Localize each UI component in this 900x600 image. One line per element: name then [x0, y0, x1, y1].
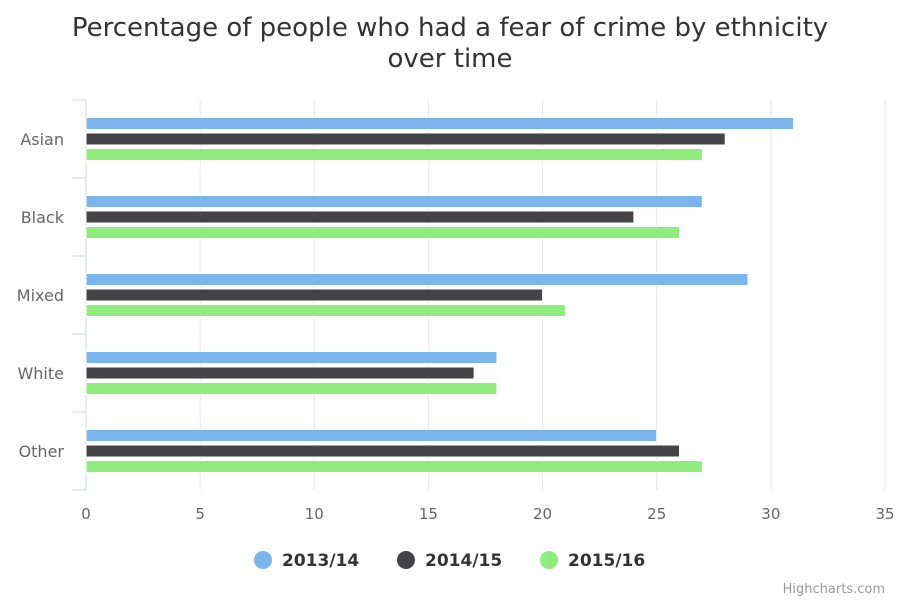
value-tick-label-0: 0 — [81, 505, 91, 523]
category-label-white: White — [17, 364, 64, 383]
bar-black-2015-16[interactable] — [85, 226, 681, 239]
bar-white-2014-15[interactable] — [85, 366, 475, 380]
legend-label: 2013/14 — [282, 551, 359, 571]
bar-asian-2013-14[interactable] — [85, 117, 795, 130]
chart-title-line-1: Percentage of people who had a fear of c… — [72, 13, 828, 43]
bars — [85, 117, 795, 473]
bar-other-2013-14[interactable] — [85, 429, 658, 442]
legend-marker-icon — [540, 551, 558, 569]
legend-item-2013-14[interactable]: 2013/14 — [254, 551, 359, 571]
bar-white-2015-16[interactable] — [85, 382, 498, 395]
chart-title: Percentage of people who had a fear of c… — [72, 13, 828, 74]
legend-label: 2015/16 — [568, 551, 645, 571]
bar-asian-2015-16[interactable] — [85, 148, 703, 161]
bar-mixed-2014-15[interactable] — [85, 288, 544, 302]
bar-mixed-2013-14[interactable] — [85, 273, 749, 286]
legend-label: 2014/15 — [425, 551, 502, 571]
bar-black-2014-15[interactable] — [85, 210, 635, 224]
bar-other-2014-15[interactable] — [85, 444, 681, 458]
category-labels: Asian Black Mixed White Other — [17, 130, 65, 461]
category-label-other: Other — [19, 442, 65, 461]
category-label-mixed: Mixed — [17, 286, 64, 305]
value-tick-label-25: 25 — [647, 505, 666, 523]
bar-white-2013-14[interactable] — [85, 351, 498, 364]
category-label-black: Black — [21, 208, 65, 227]
legend-item-2015-16[interactable]: 2015/16 — [540, 551, 645, 571]
credits-link[interactable]: Highcharts.com — [783, 582, 885, 597]
category-axis — [72, 99, 87, 491]
bar-other-2015-16[interactable] — [85, 460, 703, 473]
legend[interactable]: 2013/14 2014/15 2015/16 — [254, 551, 645, 571]
value-axis-labels: 0 5 10 15 20 25 30 35 — [81, 505, 894, 523]
legend-item-2014-15[interactable]: 2014/15 — [397, 551, 502, 571]
bar-black-2013-14[interactable] — [85, 195, 703, 208]
value-tick-label-35: 35 — [875, 505, 894, 523]
chart-title-line-2: over time — [388, 44, 513, 74]
legend-marker-icon — [254, 551, 272, 569]
value-tick-label-20: 20 — [533, 505, 552, 523]
value-tick-label-10: 10 — [305, 505, 324, 523]
bar-asian-2014-15[interactable] — [85, 132, 726, 146]
value-tick-label-30: 30 — [761, 505, 780, 523]
value-tick-label-5: 5 — [195, 505, 205, 523]
bar-mixed-2015-16[interactable] — [85, 304, 566, 317]
category-label-asian: Asian — [20, 130, 64, 149]
legend-marker-icon — [397, 551, 415, 569]
value-tick-label-15: 15 — [419, 505, 438, 523]
